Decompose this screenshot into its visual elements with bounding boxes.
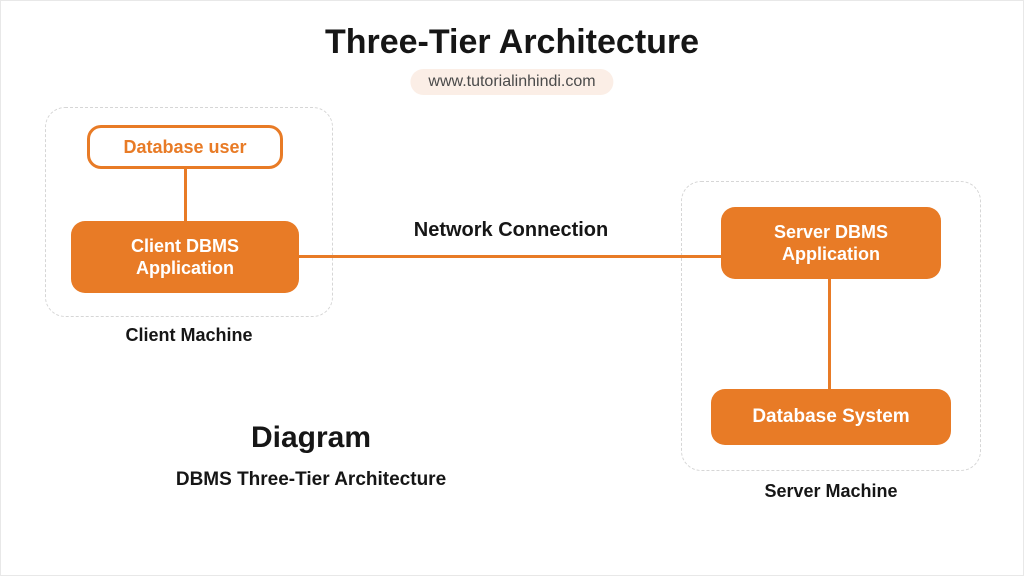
source-url: www.tutorialinhindi.com — [410, 69, 613, 95]
node-client-dbms-app: Client DBMSApplication — [71, 221, 299, 293]
edge-user-to-clientapp — [184, 169, 187, 221]
node-server-dbms-app: Server DBMSApplication — [721, 207, 941, 279]
edge-client-to-server — [299, 255, 721, 258]
edge-network-label: Network Connection — [361, 219, 661, 242]
node-database-system: Database System — [711, 389, 951, 445]
footer-caption: DBMS Three-Tier Architecture — [111, 469, 511, 491]
diagram-title: Three-Tier Architecture — [1, 23, 1023, 62]
client-machine-label: Client Machine — [45, 325, 333, 346]
server-machine-label: Server Machine — [681, 481, 981, 502]
footer-heading: Diagram — [151, 421, 471, 455]
node-database-user: Database user — [87, 125, 283, 169]
edge-serverapp-to-dbsystem — [828, 279, 831, 389]
